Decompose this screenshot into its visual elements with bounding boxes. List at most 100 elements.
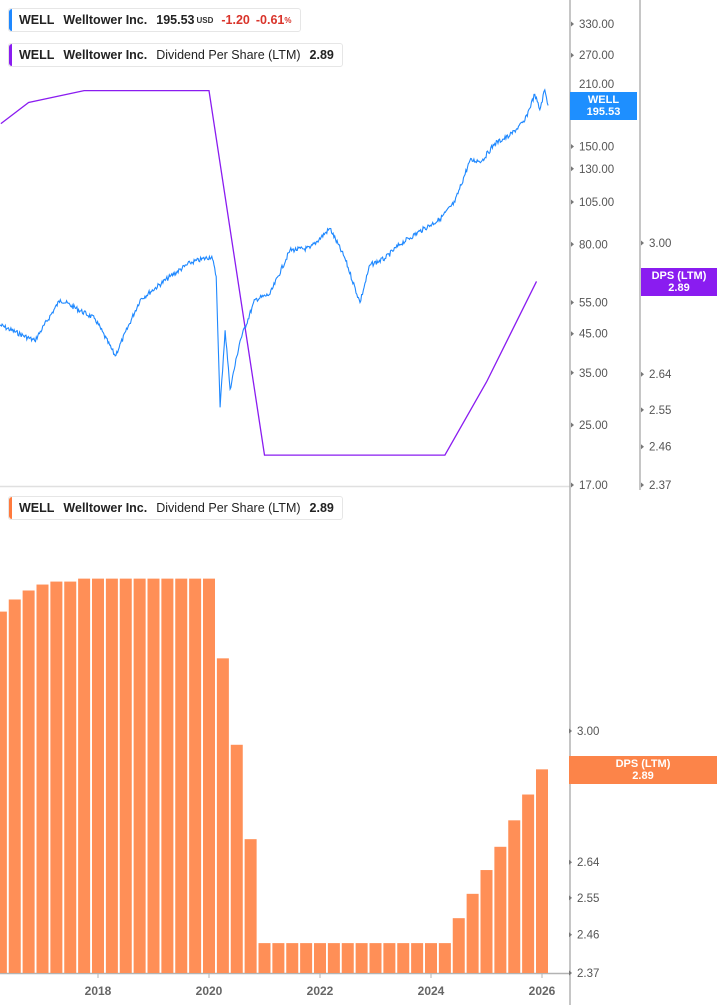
price-legend[interactable]: WELL Welltower Inc. 195.53 USD -1.20 -0.… xyxy=(8,8,301,32)
dps-bar xyxy=(78,578,91,973)
dps-top-axis-tick: 2.37 xyxy=(649,480,671,492)
price-axis-tick: 130.00 xyxy=(579,164,614,176)
dps-bar xyxy=(147,578,160,973)
legend-company: Welltower Inc. xyxy=(63,501,148,515)
dps-top-axis-tick-mark xyxy=(641,407,644,413)
dps-bottom-tag-value: 2.89 xyxy=(632,770,654,782)
dps-bar xyxy=(119,578,132,973)
dps-bar xyxy=(355,943,368,973)
legend-ticker: WELL xyxy=(19,501,55,515)
dps-bar xyxy=(161,578,174,973)
dps-bottom-legend-color xyxy=(9,497,12,519)
dps-bar xyxy=(300,943,313,973)
dps-bar xyxy=(369,943,382,973)
price-axis-tick: 270.00 xyxy=(579,50,614,62)
price-tag-value: 195.53 xyxy=(586,106,621,118)
dps-top-axis-tick: 2.46 xyxy=(649,442,671,454)
legend-price: 195.53 xyxy=(156,13,195,27)
dps-bottom-axis-tick-mark xyxy=(569,859,572,865)
dps-bar xyxy=(22,590,35,973)
x-axis-tick-label: 2020 xyxy=(196,984,223,998)
dps-bar xyxy=(522,794,535,973)
dps-bottom-axis-tick-mark xyxy=(569,728,572,734)
dps-bottom-axis-tick: 2.55 xyxy=(577,893,599,905)
dps-bar xyxy=(536,769,548,973)
legend-pct-sign: % xyxy=(284,15,292,25)
price-axis-tick: 55.00 xyxy=(579,298,608,310)
price-axis-tick-mark xyxy=(571,370,574,376)
dps-bar xyxy=(383,943,396,973)
dps-top-axis-tag: DPS (LTM) 2.89 xyxy=(641,268,717,296)
dps-bar xyxy=(105,578,118,973)
price-axis-tick-mark xyxy=(571,482,574,488)
dps-bar xyxy=(36,584,49,973)
price-axis-tick: 150.00 xyxy=(579,142,614,154)
dps-bar xyxy=(50,581,63,973)
price-axis-tick: 45.00 xyxy=(579,329,608,341)
dps-bar xyxy=(397,943,410,973)
dps-bar xyxy=(92,578,104,973)
price-axis-tick-mark xyxy=(571,300,574,306)
price-axis-tag: WELL 195.53 xyxy=(570,92,637,120)
dps-top-axis-tick: 2.64 xyxy=(649,369,672,381)
price-axis-tick-mark xyxy=(571,331,574,337)
dps-bar xyxy=(425,943,437,973)
price-axis-tick: 17.00 xyxy=(579,480,608,492)
dps-bar xyxy=(466,893,479,973)
legend-metric: Dividend Per Share (LTM) xyxy=(156,501,301,515)
price-axis-tick: 210.00 xyxy=(579,79,614,91)
dps-top-legend[interactable]: WELL Welltower Inc. Dividend Per Share (… xyxy=(8,43,343,67)
dps-bar xyxy=(258,943,271,973)
dps-bar xyxy=(452,918,465,973)
price-legend-color xyxy=(9,9,12,31)
dps-bar xyxy=(314,943,326,973)
dps-bottom-legend[interactable]: WELL Welltower Inc. Dividend Per Share (… xyxy=(8,496,343,520)
legend-ticker: WELL xyxy=(19,13,55,27)
dps-bottom-axis-tag: DPS (LTM) 2.89 xyxy=(569,756,717,784)
dps-bar xyxy=(494,846,507,973)
legend-company: Welltower Inc. xyxy=(63,48,148,62)
dps-top-axis-tick-mark xyxy=(641,371,644,377)
price-tag-label: WELL xyxy=(587,94,620,106)
dps-bottom-axis-tick: 2.37 xyxy=(577,968,599,980)
price-axis-tick: 330.00 xyxy=(579,19,614,31)
dps-bar xyxy=(411,943,424,973)
dps-bar xyxy=(438,943,451,973)
dps-bottom-axis-tick: 2.46 xyxy=(577,930,599,942)
dps-top-axis-tick: 3.00 xyxy=(649,238,671,250)
dps-bottom-axis-tick-mark xyxy=(569,970,572,976)
price-axis-tick: 105.00 xyxy=(579,197,614,209)
legend-metric: Dividend Per Share (LTM) xyxy=(156,48,301,62)
dps-bar xyxy=(341,943,354,973)
dps-top-axis-tick-mark xyxy=(641,482,644,488)
dps-top-axis-tick-mark xyxy=(641,444,644,450)
dps-bar xyxy=(272,943,285,973)
legend-currency: USD xyxy=(196,15,214,25)
dps-bar xyxy=(203,578,215,973)
dps-bar xyxy=(244,839,257,973)
price-axis-tick: 25.00 xyxy=(579,420,608,432)
legend-company: Welltower Inc. xyxy=(63,13,148,27)
dps-top-legend-color xyxy=(9,44,12,66)
dps-bar xyxy=(480,870,493,973)
dps-bar xyxy=(327,943,340,973)
dps-top-tag-value: 2.89 xyxy=(668,282,690,294)
dps-bottom-axis-tick-mark xyxy=(569,895,572,901)
legend-ticker: WELL xyxy=(19,48,55,62)
price-axis-tick-mark xyxy=(571,52,574,58)
dps-bar xyxy=(175,578,188,973)
price-axis-tick: 35.00 xyxy=(579,368,608,380)
dps-bar xyxy=(8,599,21,973)
dps-bottom-tag-label: DPS (LTM) xyxy=(615,758,671,770)
dps-top-axis-tick: 2.55 xyxy=(649,405,671,417)
dps-bar xyxy=(286,943,299,973)
dps-top-axis-tick-mark xyxy=(641,240,644,246)
legend-value: 2.89 xyxy=(309,48,334,62)
price-axis-tick: 80.00 xyxy=(579,239,608,251)
dps-bar xyxy=(189,578,202,973)
price-axis-tick-mark xyxy=(571,199,574,205)
x-axis-tick-label: 2022 xyxy=(307,984,334,998)
dps-bar xyxy=(0,611,7,973)
price-axis-tick-mark xyxy=(571,21,574,27)
